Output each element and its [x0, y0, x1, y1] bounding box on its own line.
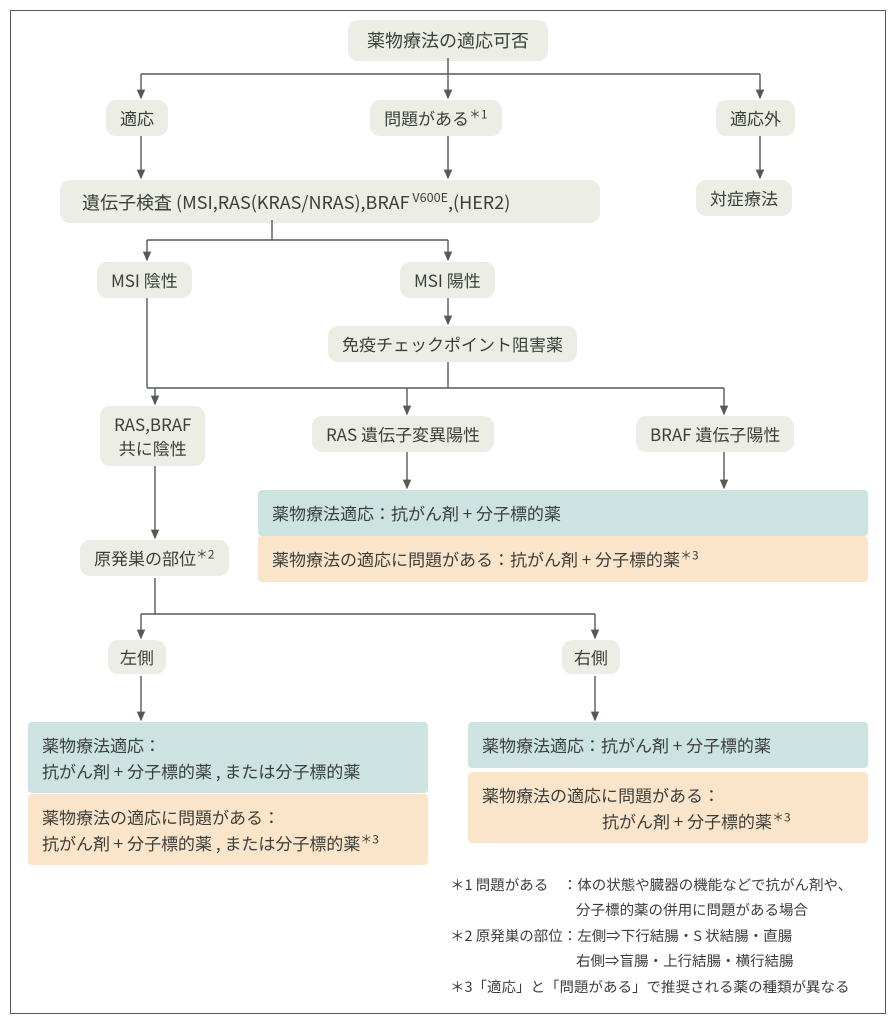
node-label: 免疫チェックポイント阻害薬 [342, 331, 563, 356]
node-label: 遺伝子検査 (MSI,RAS(KRAS/NRAS),BRAF [82, 189, 410, 215]
banner-text: 抗がん剤 + 分子標的薬 [482, 808, 772, 834]
node-label: 左側 [120, 644, 154, 669]
node-root: 薬物療法の適応可否 [348, 20, 548, 61]
footnotes: ＊1 問題がある ：体の状態や臓器の機能などで抗がん剤や、 分子標的薬の併用に問… [450, 872, 880, 999]
node-label: MSI 陽性 [414, 267, 481, 292]
node-braf-pos: BRAF 遺伝子陽性 [636, 416, 794, 452]
sup: ＊3 [772, 808, 791, 825]
footnote-line: 右側⇒盲腸・上行結腸・横行結腸 [450, 948, 880, 973]
banner-therapy-indicated-right: 薬物療法適応：抗がん剤 + 分子標的薬 [468, 722, 868, 768]
node-ras-pos: RAS 遺伝子変異陽性 [312, 416, 494, 452]
node-label: 薬物療法の適応可否 [367, 27, 529, 53]
node-palliative: 対症療法 [696, 180, 792, 216]
node-msi-pos: MSI 陽性 [400, 262, 495, 298]
node-label: 適応外 [730, 105, 781, 130]
node-label: BRAF 遺伝子陽性 [650, 421, 780, 446]
node-label: MSI 陰性 [111, 267, 178, 292]
node-label: RAS,BRAF [114, 411, 191, 436]
banner-therapy-indicated-left: 薬物療法適応： 抗がん剤 + 分子標的薬 , または分子標的薬 [28, 722, 428, 793]
banner-therapy-problem-right: 薬物療法の適応に問題がある： 抗がん剤 + 分子標的薬＊3 [468, 772, 868, 843]
node-indication: 適応 [106, 100, 168, 136]
banner-therapy-problem-left: 薬物療法の適応に問題がある： 抗がん剤 + 分子標的薬 , または分子標的薬＊3 [28, 794, 428, 865]
node-noindication: 適応外 [716, 100, 795, 136]
banner-text: 薬物療法適応： [42, 732, 161, 757]
sup: ＊3 [360, 830, 379, 847]
node-primary: 原発巣の部位＊2 [80, 540, 229, 576]
node-label: 問題がある [384, 105, 469, 130]
node-left: 左側 [108, 640, 166, 674]
banner-text: 薬物療法適応：抗がん剤 + 分子標的薬 [272, 500, 561, 525]
banner-text: 薬物療法の適応に問題がある：抗がん剤 + 分子標的薬 [272, 546, 680, 571]
node-label: 原発巣の部位 [94, 545, 196, 570]
sup: ＊2 [196, 545, 215, 562]
banner-text: 薬物療法の適応に問題がある： [482, 782, 720, 807]
sup: ＊3 [680, 546, 699, 563]
banner-therapy-problem-1: 薬物療法の適応に問題がある：抗がん剤 + 分子標的薬＊3 [258, 536, 868, 582]
node-label: ,(HER2) [448, 189, 510, 215]
node-msi-neg: MSI 陰性 [97, 262, 192, 298]
footnote-line: 分子標的薬の併用に問題がある場合 [450, 897, 880, 922]
banner-text: 抗がん剤 + 分子標的薬 , または分子標的薬 [42, 758, 360, 783]
node-label: 対症療法 [710, 185, 778, 210]
footnote-line: ＊3「適応」と「問題がある」で推奨される薬の種類が異なる [450, 974, 880, 999]
node-label: 適応 [120, 105, 154, 130]
sup: V600E [410, 187, 448, 206]
node-ici: 免疫チェックポイント阻害薬 [328, 326, 577, 362]
node-label: 右側 [574, 644, 608, 669]
footnote-line: ＊2 原発巣の部位：左側⇒下行結腸・S 状結腸・直腸 [450, 923, 880, 948]
banner-text: 薬物療法の適応に問題がある： [42, 804, 280, 829]
node-ras-braf-neg: RAS,BRAF 共に陰性 [100, 406, 205, 466]
node-genetest: 遺伝子検査 (MSI,RAS(KRAS/NRAS),BRAF V600E,(HE… [60, 180, 600, 223]
banner-therapy-indicated-1: 薬物療法適応：抗がん剤 + 分子標的薬 [258, 490, 868, 536]
node-problem: 問題がある＊1 [370, 100, 502, 136]
footnote-line: ＊1 問題がある ：体の状態や臓器の機能などで抗がん剤や、 [450, 872, 880, 897]
node-label: 共に陰性 [119, 435, 187, 460]
banner-text: 抗がん剤 + 分子標的薬 , または分子標的薬 [42, 830, 360, 855]
node-right: 右側 [562, 640, 620, 674]
banner-text: 薬物療法適応：抗がん剤 + 分子標的薬 [482, 732, 771, 757]
sup: ＊1 [469, 105, 488, 122]
node-label: RAS 遺伝子変異陽性 [326, 421, 480, 446]
